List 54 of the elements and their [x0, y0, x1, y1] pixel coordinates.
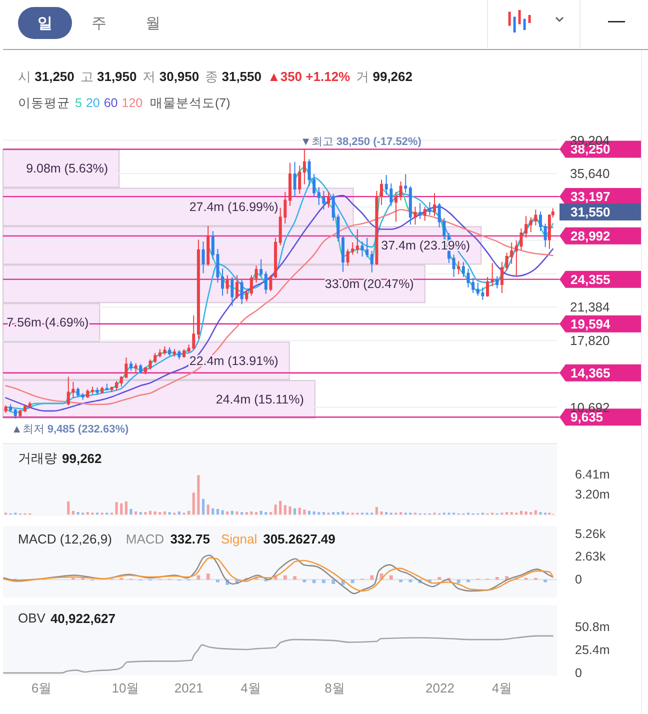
x-tick-label: 4월: [240, 680, 261, 696]
annotation: 332.75: [170, 532, 210, 546]
text: 주: [92, 15, 106, 32]
annotation: 31,550: [570, 204, 610, 220]
chart-title: OBV: [18, 610, 46, 626]
data-label: 33.0m (20.47%): [324, 276, 414, 291]
text: ▲350 +1.12%: [267, 68, 351, 84]
text: 일: [38, 15, 52, 32]
text: 5: [75, 96, 82, 110]
y-tick-label: 5.26k: [575, 526, 606, 541]
ref-line-label: 14,365: [570, 365, 610, 380]
ref-line-label: 28,992: [570, 228, 610, 244]
chart-title: MACD (12,26,9): [18, 532, 112, 546]
y-tick-label: 50.8m: [575, 620, 610, 634]
x-tick-label: 10월: [112, 680, 140, 696]
series-label: Signal: [220, 532, 258, 546]
y-tick-label: 3.20m: [575, 488, 610, 502]
annotation: ▼최고 38,250 (-17.52%): [300, 136, 422, 148]
x-tick-label: 2021: [174, 680, 204, 696]
text: 월: [146, 15, 160, 32]
text: MACD: [126, 532, 164, 546]
annotation: ▲최저 9,485 (232.63%): [11, 424, 130, 436]
x-tick-label: 8월: [324, 680, 345, 696]
y-tick-label: 21,384: [570, 300, 610, 315]
y-tick-label: 6.41m: [575, 467, 610, 482]
ref-line-label: 24,355: [570, 272, 610, 287]
ref-line-label: 19,594: [570, 316, 612, 332]
y-tick-label: 25.4m: [575, 643, 610, 658]
text: 거 99,262: [356, 68, 413, 84]
x-tick-label: 6월: [31, 680, 52, 696]
chart-title: 거래량: [18, 450, 57, 466]
annotation: 305.2627.49: [263, 532, 336, 546]
annotation: 40,922,627: [50, 610, 116, 626]
ref-line-label: 33,197: [570, 189, 610, 204]
annotation: 99,262: [62, 450, 102, 466]
data-label: 24.4m (15.11%): [216, 392, 304, 406]
text: 60: [104, 96, 118, 110]
y-tick-label: 17,820: [570, 333, 610, 348]
text: 시 31,250: [18, 68, 74, 84]
data-label: 27.4m (16.99%): [189, 200, 278, 214]
legend-title: 이동평균: [18, 96, 70, 110]
text: 120: [122, 96, 143, 110]
data-label: 9.08m (5.63%): [26, 161, 108, 176]
text: 종 31,550: [205, 68, 262, 84]
y-tick-label: 0: [575, 666, 582, 680]
text: 20: [86, 96, 100, 110]
x-tick-label: 2022: [426, 680, 454, 696]
x-tick-label: 4월: [492, 680, 512, 696]
text: 고 31,950: [80, 68, 137, 84]
chart-title: 매물분석도(7): [150, 96, 230, 110]
y-tick-label: 35,640: [570, 166, 610, 182]
y-tick-label: 0: [575, 572, 582, 587]
y-tick-label: 2.63k: [575, 550, 606, 564]
text: 저 30,950: [142, 68, 200, 84]
